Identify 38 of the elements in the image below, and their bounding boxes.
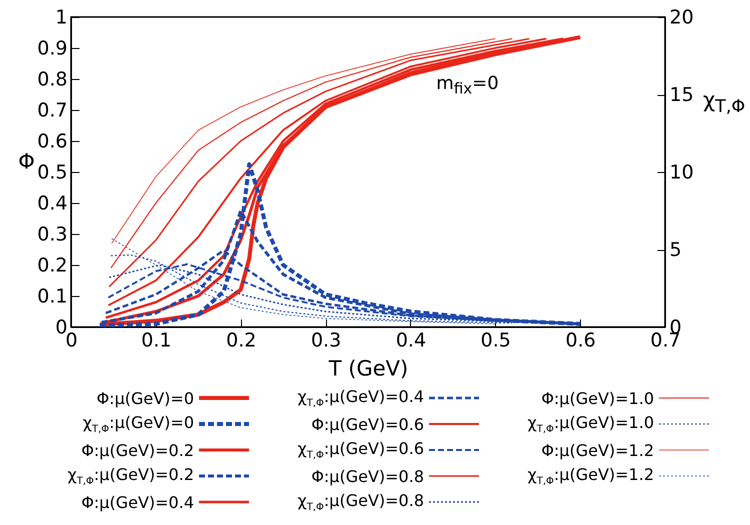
legend-label: χ$_{T,Φ}$:μ(GeV)=0.6 (297, 438, 424, 462)
legend-label: Φ:μ(GeV)=1.2 (541, 440, 654, 460)
y2-axis-title: χ$_{T,Φ}$ (703, 88, 746, 118)
x-tick-label: 0.2 (226, 330, 256, 352)
y-tick-label: 0.7 (37, 100, 68, 122)
y-tick-label: 0.4 (37, 192, 68, 214)
legend-label: Φ:μ(GeV)=0.2 (81, 440, 194, 460)
legend-label: Φ:μ(GeV)=0 (96, 388, 194, 408)
legend-label: χ$_{T,Φ}$:μ(GeV)=0.8 (297, 490, 424, 514)
y-tick-label: 1 (55, 6, 68, 28)
y-tick-label: 0.6 (37, 130, 68, 152)
x-tick-label: 0.6 (566, 330, 596, 352)
legend-label: Φ:μ(GeV)=0.4 (81, 492, 194, 512)
y2-tick-label: 15 (670, 84, 694, 106)
x-tick-label: 0.1 (141, 330, 172, 352)
legend-label: Φ:μ(GeV)=0.8 (311, 466, 424, 486)
legend-label: χ$_{T,Φ}$:μ(GeV)=1.2 (527, 464, 654, 488)
y2-tick-label: 5 (670, 239, 682, 261)
legend-label: Φ:μ(GeV)=0.6 (311, 414, 424, 434)
y-tick-label: 0.9 (37, 38, 68, 60)
y2-tick-label: 20 (670, 6, 694, 28)
legend-label: Φ:μ(GeV)=1.0 (541, 388, 654, 408)
legend-label: χ$_{T,Φ}$:μ(GeV)=0.2 (67, 464, 194, 488)
y-tick-label: 0.2 (37, 254, 68, 276)
y-tick-label: 0.3 (37, 224, 68, 246)
y-tick-label: 0.5 (37, 162, 68, 184)
y-axis-title: Φ (18, 150, 35, 174)
legend-label: χ$_{T,Φ}$:μ(GeV)=1.0 (527, 412, 654, 436)
x-tick-label: 0.5 (480, 330, 511, 352)
x-tick-label: 0.4 (396, 330, 426, 352)
y2-tick-label: 10 (670, 162, 694, 184)
legend-label: χ$_{T,Φ}$:μ(GeV)=0.4 (297, 386, 424, 410)
x-tick-label: 0.3 (310, 330, 342, 352)
y-tick-label: 0.1 (37, 286, 68, 308)
legend-label: χ$_{T,Φ}$:μ(GeV)=0 (82, 412, 194, 436)
x-axis-title: T (GeV) (328, 356, 408, 380)
y-tick-label: 0.8 (37, 68, 68, 90)
annotation: m$_{fix}$=0 (436, 72, 499, 98)
